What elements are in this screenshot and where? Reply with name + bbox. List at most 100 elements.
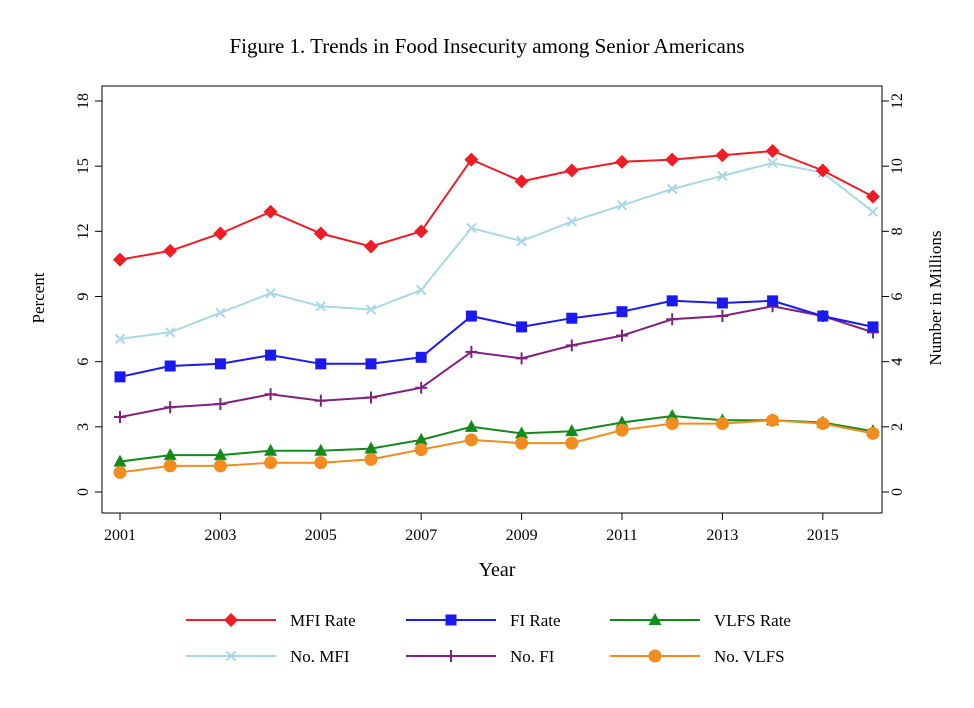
chart-title: Figure 1. Trends in Food Insecurity amon…	[229, 34, 744, 58]
y-right-tick-label: 2	[889, 423, 906, 431]
series-mfi-rate	[113, 143, 880, 267]
data-point-no-mfi	[164, 327, 176, 338]
data-point-mfi-rate	[715, 148, 730, 163]
data-point-vlfs-rate	[565, 424, 579, 437]
x-tick-label: 2009	[506, 527, 538, 544]
y-right-tick-label: 10	[889, 158, 906, 174]
legend-marker	[648, 649, 662, 663]
legend-item-no-vlfs: No. VLFS	[610, 647, 785, 666]
data-point-no-vlfs	[565, 436, 579, 450]
data-point-no-fi	[716, 310, 729, 323]
data-point-no-mfi	[666, 183, 678, 195]
x-tick-label: 2001	[104, 527, 136, 544]
data-point-no-vlfs	[766, 413, 780, 427]
y-right-tick-label: 6	[889, 293, 906, 301]
data-point-no-mfi	[265, 288, 276, 299]
data-point-no-fi	[515, 352, 528, 365]
data-point-vlfs-rate	[113, 454, 127, 467]
data-point-no-vlfs	[364, 452, 378, 466]
data-point-no-mfi	[466, 222, 477, 234]
legend-label: MFI Rate	[290, 611, 356, 630]
data-point-no-mfi	[867, 206, 879, 217]
data-point-no-fi	[164, 401, 177, 414]
data-point-no-vlfs	[113, 465, 127, 479]
data-point-fi-rate	[365, 358, 377, 370]
data-point-fi-rate	[616, 306, 628, 318]
data-point-no-mfi	[566, 216, 578, 227]
legend-item-no-mfi: No. MFI	[186, 647, 350, 666]
data-point-fi-rate	[566, 312, 578, 324]
legend-label: No. VLFS	[714, 647, 785, 666]
x-tick-label: 2003	[204, 527, 236, 544]
data-point-mfi-rate	[163, 243, 178, 258]
data-point-mfi-rate	[564, 163, 579, 178]
y-left-tick-label: 12	[75, 223, 92, 239]
data-point-no-vlfs	[715, 417, 729, 431]
data-point-no-fi	[314, 394, 327, 407]
data-point-fi-rate	[867, 321, 879, 333]
data-point-mfi-rate	[866, 189, 880, 204]
data-point-fi-rate	[415, 351, 427, 363]
series-line-fi-rate	[119, 299, 874, 378]
data-point-vlfs-rate	[264, 443, 278, 456]
data-point-no-vlfs	[816, 417, 830, 431]
data-point-fi-rate	[817, 310, 829, 322]
data-point-no-fi	[214, 398, 227, 411]
data-point-mfi-rate	[263, 204, 278, 219]
x-tick-label: 2015	[807, 527, 839, 544]
y-axis-label-right: Number in Millions	[926, 230, 945, 365]
data-point-vlfs-rate	[364, 441, 378, 454]
legend-item-mfi-rate: MFI Rate	[186, 611, 356, 630]
data-point-no-vlfs	[314, 456, 328, 470]
x-tick-label: 2013	[706, 527, 738, 544]
legend-item-vlfs-rate: VLFS Rate	[610, 611, 791, 630]
data-point-mfi-rate	[665, 152, 680, 167]
data-point-fi-rate	[767, 295, 779, 307]
x-axis-label: Year	[479, 559, 516, 581]
data-point-vlfs-rate	[464, 419, 478, 432]
data-point-fi-rate	[265, 349, 277, 361]
y-left-tick-label: 6	[75, 358, 92, 366]
data-point-mfi-rate	[464, 152, 479, 167]
legend-marker	[648, 613, 662, 625]
legend-label: FI Rate	[510, 611, 561, 630]
data-point-no-mfi	[415, 284, 427, 296]
data-point-no-fi	[264, 388, 277, 401]
legend-item-fi-rate: FI Rate	[406, 611, 561, 630]
series-line-no-fi	[119, 305, 874, 419]
data-point-fi-rate	[516, 321, 528, 333]
y-left-tick-label: 9	[75, 293, 92, 301]
data-point-no-vlfs	[615, 423, 629, 437]
data-point-fi-rate	[114, 371, 126, 383]
data-point-fi-rate	[465, 310, 477, 322]
data-point-vlfs-rate	[414, 432, 428, 445]
data-point-no-mfi	[767, 157, 778, 169]
data-point-mfi-rate	[414, 224, 429, 239]
data-point-no-vlfs	[163, 459, 177, 473]
data-point-no-fi	[465, 345, 478, 358]
plot-frame	[101, 85, 883, 514]
series-line-no-vlfs	[119, 419, 874, 474]
data-point-fi-rate	[716, 297, 728, 309]
data-point-mfi-rate	[815, 163, 830, 178]
data-point-mfi-rate	[514, 174, 529, 189]
x-tick-label: 2007	[405, 527, 437, 544]
data-point-no-mfi	[516, 235, 527, 247]
legend-marker	[445, 614, 457, 626]
data-point-no-mfi	[717, 170, 728, 182]
data-point-vlfs-rate	[515, 426, 529, 439]
data-point-no-fi	[365, 391, 377, 404]
data-point-mfi-rate	[313, 226, 328, 241]
y-left-tick-label: 0	[75, 488, 92, 496]
data-point-no-vlfs	[665, 417, 679, 431]
series-no-mfi	[114, 157, 879, 345]
y-right-tick-label: 12	[889, 93, 906, 109]
y-axis-label-left: Percent	[29, 272, 48, 323]
axes: 0 3 6 9 12 15 18 0 2 4 6 8 10 12 2001 2003 2005 2007 2009 2…	[75, 85, 906, 544]
series-layer	[113, 143, 880, 479]
data-point-no-mfi	[215, 307, 226, 318]
data-point-mfi-rate	[113, 252, 127, 267]
legend-marker	[224, 613, 238, 627]
legend-label: No. MFI	[290, 647, 350, 666]
